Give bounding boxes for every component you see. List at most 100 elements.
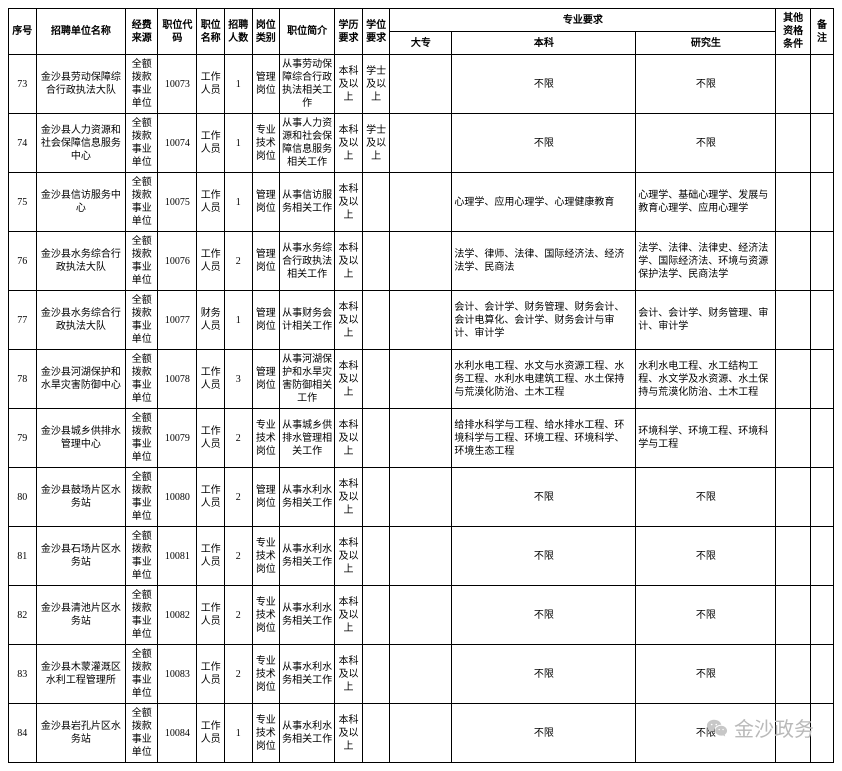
cell-other (776, 468, 810, 527)
cell-seq: 78 (9, 350, 37, 409)
cell-degree (362, 527, 390, 586)
cell-code: 10077 (158, 291, 197, 350)
cell-yanjiu: 环境科学、环境工程、环境科学与工程 (636, 409, 776, 468)
table-header: 序号 招聘单位名称 经费来源 职位代码 职位名称 招聘人数 岗位类别 职位简介 … (9, 9, 834, 55)
cell-other (776, 291, 810, 350)
cell-edu: 本科及以上 (335, 55, 363, 114)
cell-edu: 本科及以上 (335, 291, 363, 350)
cell-yanjiu: 心理学、基础心理学、发展与教育心理学、应用心理学 (636, 173, 776, 232)
cell-seq: 74 (9, 114, 37, 173)
cell-unit: 金沙县水务综合行政执法大队 (36, 232, 126, 291)
cell-edu: 本科及以上 (335, 350, 363, 409)
cell-count: 1 (224, 173, 252, 232)
cell-code: 10084 (158, 704, 197, 763)
cell-code: 10073 (158, 55, 197, 114)
cell-other (776, 409, 810, 468)
cell-benke: 不限 (452, 468, 636, 527)
cell-count: 2 (224, 527, 252, 586)
cell-note (810, 114, 833, 173)
cell-fund: 全额拨款事业单位 (126, 409, 158, 468)
cell-code: 10080 (158, 468, 197, 527)
cell-edu: 本科及以上 (335, 704, 363, 763)
cell-code: 10075 (158, 173, 197, 232)
cell-seq: 84 (9, 704, 37, 763)
cell-note (810, 350, 833, 409)
cell-yanjiu: 不限 (636, 645, 776, 704)
cell-seq: 83 (9, 645, 37, 704)
col-other: 其他资格条件 (776, 9, 810, 55)
cell-ptype: 管理岗位 (252, 232, 280, 291)
cell-dazhuan (390, 173, 452, 232)
cell-unit: 金沙县人力资源和社会保障信息服务中心 (36, 114, 126, 173)
cell-fund: 全额拨款事业单位 (126, 173, 158, 232)
cell-degree (362, 291, 390, 350)
cell-ptype: 管理岗位 (252, 55, 280, 114)
cell-degree (362, 409, 390, 468)
cell-other (776, 704, 810, 763)
cell-seq: 75 (9, 173, 37, 232)
cell-unit: 金沙县城乡供排水管理中心 (36, 409, 126, 468)
cell-ptype: 专业技术岗位 (252, 645, 280, 704)
table-row: 74金沙县人力资源和社会保障信息服务中心全额拨款事业单位10074工作人员1专业… (9, 114, 834, 173)
cell-benke: 不限 (452, 55, 636, 114)
col-code: 职位代码 (158, 9, 197, 55)
cell-unit: 金沙县水务综合行政执法大队 (36, 291, 126, 350)
table-row: 81金沙县石场片区水务站全额拨款事业单位10081工作人员2专业技术岗位从事水利… (9, 527, 834, 586)
cell-degree (362, 232, 390, 291)
cell-code: 10074 (158, 114, 197, 173)
col-ptype: 岗位类别 (252, 9, 280, 55)
cell-ptype: 管理岗位 (252, 291, 280, 350)
col-yanjiu: 研究生 (636, 32, 776, 55)
cell-ptype: 专业技术岗位 (252, 114, 280, 173)
cell-count: 1 (224, 291, 252, 350)
table-row: 79金沙县城乡供排水管理中心全额拨款事业单位10079工作人员2专业技术岗位从事… (9, 409, 834, 468)
cell-degree (362, 350, 390, 409)
table-row: 83金沙县木蒙灌溉区水利工程管理所全额拨款事业单位10083工作人员2专业技术岗… (9, 645, 834, 704)
cell-brief: 从事河湖保护和水旱灾害防御相关工作 (280, 350, 335, 409)
col-benke: 本科 (452, 32, 636, 55)
cell-count: 2 (224, 409, 252, 468)
cell-unit: 金沙县河湖保护和水旱灾害防御中心 (36, 350, 126, 409)
col-degree: 学位要求 (362, 9, 390, 55)
cell-fund: 全额拨款事业单位 (126, 350, 158, 409)
cell-pname: 工作人员 (197, 527, 225, 586)
cell-pname: 工作人员 (197, 350, 225, 409)
cell-unit: 金沙县石场片区水务站 (36, 527, 126, 586)
cell-pname: 工作人员 (197, 468, 225, 527)
cell-yanjiu: 不限 (636, 527, 776, 586)
cell-edu: 本科及以上 (335, 409, 363, 468)
cell-unit: 金沙县鼓场片区水务站 (36, 468, 126, 527)
cell-pname: 财务人员 (197, 291, 225, 350)
cell-edu: 本科及以上 (335, 232, 363, 291)
cell-edu: 本科及以上 (335, 173, 363, 232)
cell-brief: 从事水利水务相关工作 (280, 468, 335, 527)
table-row: 80金沙县鼓场片区水务站全额拨款事业单位10080工作人员2管理岗位从事水利水务… (9, 468, 834, 527)
cell-seq: 82 (9, 586, 37, 645)
cell-code: 10076 (158, 232, 197, 291)
cell-yanjiu: 水利水电工程、水工结构工程、水文学及水资源、水土保持与荒漠化防治、土木工程 (636, 350, 776, 409)
table-row: 77金沙县水务综合行政执法大队全额拨款事业单位10077财务人员1管理岗位从事财… (9, 291, 834, 350)
cell-dazhuan (390, 704, 452, 763)
cell-benke: 不限 (452, 586, 636, 645)
col-note: 备注 (810, 9, 833, 55)
recruitment-table: 序号 招聘单位名称 经费来源 职位代码 职位名称 招聘人数 岗位类别 职位简介 … (8, 8, 834, 763)
cell-brief: 从事水利水务相关工作 (280, 645, 335, 704)
cell-fund: 全额拨款事业单位 (126, 527, 158, 586)
cell-fund: 全额拨款事业单位 (126, 55, 158, 114)
table-body: 73金沙县劳动保障综合行政执法大队全额拨款事业单位10073工作人员1管理岗位从… (9, 55, 834, 763)
cell-yanjiu: 不限 (636, 114, 776, 173)
cell-dazhuan (390, 468, 452, 527)
col-major-group: 专业要求 (390, 9, 776, 32)
table-row: 78金沙县河湖保护和水旱灾害防御中心全额拨款事业单位10078工作人员3管理岗位… (9, 350, 834, 409)
cell-code: 10083 (158, 645, 197, 704)
cell-fund: 全额拨款事业单位 (126, 291, 158, 350)
cell-pname: 工作人员 (197, 232, 225, 291)
table-row: 76金沙县水务综合行政执法大队全额拨款事业单位10076工作人员2管理岗位从事水… (9, 232, 834, 291)
cell-unit: 金沙县木蒙灌溉区水利工程管理所 (36, 645, 126, 704)
cell-fund: 全额拨款事业单位 (126, 232, 158, 291)
cell-pname: 工作人员 (197, 704, 225, 763)
cell-benke: 给排水科学与工程、给水排水工程、环境科学与工程、环境工程、环境科学、环境生态工程 (452, 409, 636, 468)
cell-other (776, 114, 810, 173)
cell-brief: 从事人力资源和社会保障信息服务相关工作 (280, 114, 335, 173)
cell-edu: 本科及以上 (335, 468, 363, 527)
